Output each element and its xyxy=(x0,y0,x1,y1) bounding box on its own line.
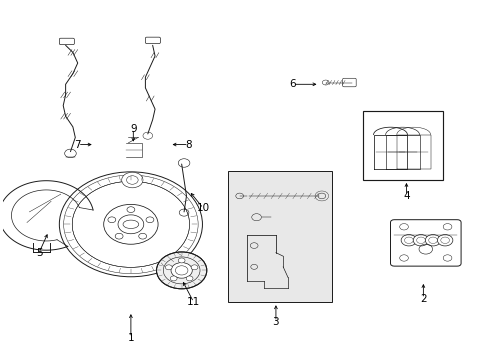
Text: 5: 5 xyxy=(36,248,42,258)
Text: 6: 6 xyxy=(289,79,296,89)
Bar xyxy=(362,111,442,180)
Circle shape xyxy=(122,172,142,188)
Circle shape xyxy=(108,217,116,222)
FancyBboxPatch shape xyxy=(390,220,460,266)
Circle shape xyxy=(250,243,258,248)
Circle shape xyxy=(425,235,440,246)
Circle shape xyxy=(171,262,192,278)
Text: 8: 8 xyxy=(185,140,192,149)
Text: 4: 4 xyxy=(402,191,409,201)
Text: 7: 7 xyxy=(74,140,81,149)
Circle shape xyxy=(115,233,123,239)
Circle shape xyxy=(139,233,146,239)
Circle shape xyxy=(170,276,177,281)
Text: 1: 1 xyxy=(127,333,134,343)
Circle shape xyxy=(191,265,198,270)
Text: 11: 11 xyxy=(187,297,200,307)
Circle shape xyxy=(127,207,135,212)
Circle shape xyxy=(412,235,428,246)
Text: 10: 10 xyxy=(197,203,209,213)
Circle shape xyxy=(156,252,206,289)
Text: 2: 2 xyxy=(419,294,426,304)
Bar xyxy=(227,171,331,302)
Circle shape xyxy=(146,217,154,222)
Circle shape xyxy=(118,215,143,234)
Circle shape xyxy=(250,264,257,269)
Circle shape xyxy=(251,214,261,221)
Circle shape xyxy=(165,265,172,270)
Circle shape xyxy=(72,181,189,267)
Circle shape xyxy=(178,258,184,263)
Circle shape xyxy=(235,193,243,199)
Circle shape xyxy=(317,193,325,199)
Circle shape xyxy=(400,235,416,246)
Text: 3: 3 xyxy=(272,317,279,327)
Circle shape xyxy=(186,276,193,281)
Circle shape xyxy=(436,235,452,246)
Text: 9: 9 xyxy=(130,123,136,134)
